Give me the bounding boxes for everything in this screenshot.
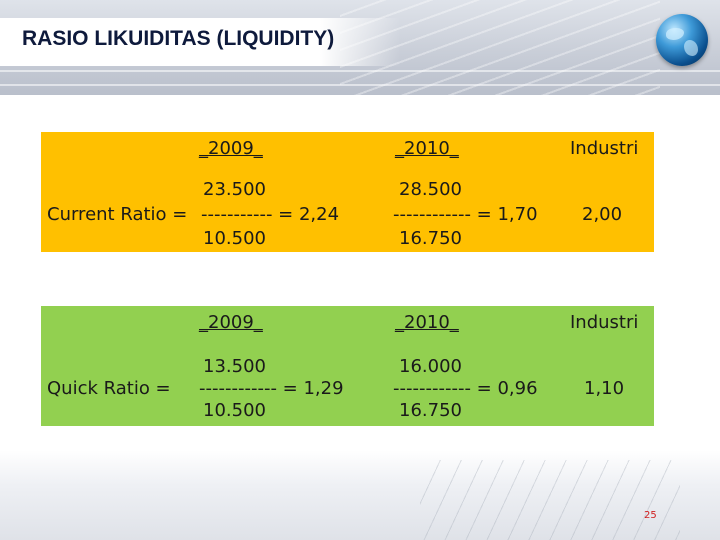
quick-2010-denominator: 16.750 (399, 400, 462, 421)
footer-decoration (0, 450, 720, 540)
globe-icon (656, 14, 708, 66)
page-number: 25 (644, 510, 657, 521)
quick-ratio-label: Quick Ratio = (47, 378, 177, 399)
quick-header-2010: _2010_ (395, 312, 459, 333)
current-2010-numerator: 28.500 (399, 179, 462, 200)
globe-land (666, 28, 684, 40)
quick-ratio-panel: _2009_ _2010_ Industri 13.500 Quick Rati… (41, 306, 654, 426)
quick-2009-fraction-line: ------------ = 1,29 (199, 378, 344, 399)
slide-header-band (0, 0, 720, 95)
header-stripe (0, 70, 720, 72)
current-ratio-panel: _2009_ _2010_ Industri 23.500 Current Ra… (41, 132, 654, 252)
footer-blueprint-lines (420, 460, 680, 540)
current-ratio-label: Current Ratio = (47, 204, 194, 225)
current-header-industri: Industri (570, 138, 639, 159)
quick-industri-value: 1,10 (584, 378, 625, 399)
quick-header-2009: _2009_ (199, 312, 263, 333)
current-2009-fraction-line: ----------- = 2,24 (201, 204, 340, 225)
quick-header-industri: Industri (570, 312, 639, 333)
quick-2010-fraction-line: ------------ = 0,96 (393, 378, 538, 399)
current-header-2010: _2010_ (395, 138, 459, 159)
quick-2009-numerator: 13.500 (203, 356, 266, 377)
header-stripe (0, 84, 720, 86)
quick-2009-denominator: 10.500 (203, 400, 266, 421)
quick-2010-numerator: 16.000 (399, 356, 462, 377)
current-2010-fraction-line: ------------ = 1,70 (393, 204, 538, 225)
current-2010-denominator: 16.750 (399, 228, 462, 249)
current-header-2009: _2009_ (199, 138, 263, 159)
current-2009-numerator: 23.500 (203, 179, 266, 200)
globe-land (684, 40, 698, 56)
slide-title: RASIO LIKUIDITAS (LIQUIDITY) (22, 27, 335, 50)
current-2009-denominator: 10.500 (203, 228, 266, 249)
title-bar (0, 18, 400, 66)
current-industri-value: 2,00 (582, 204, 623, 225)
